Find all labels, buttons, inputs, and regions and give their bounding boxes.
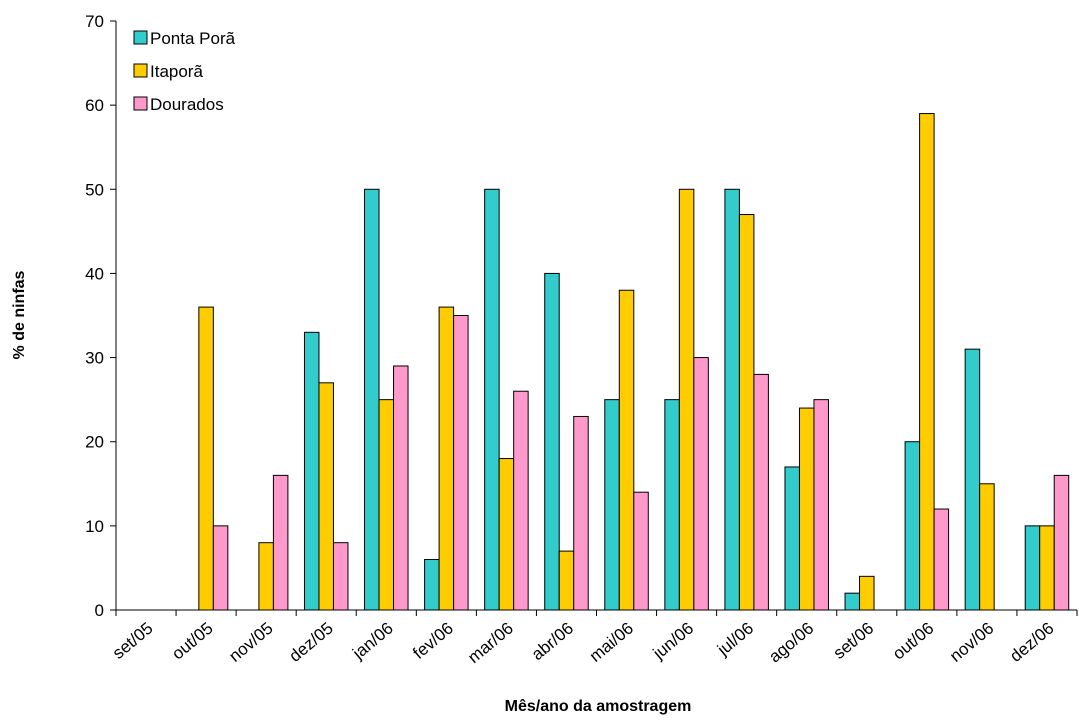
y-tick-label: 10 [85, 517, 104, 536]
legend-swatch [133, 30, 148, 45]
y-ticks: 0 10 20 30 40 50 60 70 [85, 12, 116, 620]
x-tick-label: nov/06 [946, 619, 997, 666]
bar [919, 113, 935, 611]
bar [318, 382, 334, 611]
y-tick-label: 30 [85, 349, 104, 368]
bar [904, 441, 921, 611]
bar [813, 399, 829, 611]
bar [784, 466, 800, 611]
bar [693, 357, 709, 611]
bar [1053, 474, 1070, 611]
x-tick-label: dez/06 [1006, 619, 1057, 666]
x-tick-label: ago/06 [765, 619, 817, 667]
legend-label: Ponta Porã [150, 29, 236, 48]
legend-label: Itaporã [150, 62, 203, 81]
x-ticks: set/05 out/05 nov/05 dez/05 jan/06 fev/06 mar/… [109, 610, 1078, 668]
bar [332, 542, 349, 611]
y-tick-label: 70 [85, 12, 104, 31]
legend-swatch [133, 96, 148, 111]
x-tick-label: jun/06 [649, 619, 697, 664]
bar [979, 483, 995, 611]
bar [272, 474, 289, 611]
bar [424, 559, 440, 611]
x-tick-label: set/06 [830, 619, 878, 663]
bar [453, 315, 469, 611]
bar [364, 188, 380, 611]
bar [303, 331, 320, 611]
bar [859, 575, 875, 611]
x-tick-label: dez/05 [285, 619, 336, 666]
bar [378, 399, 395, 611]
bar [513, 390, 529, 611]
bar [393, 365, 409, 611]
bar [798, 407, 815, 611]
bar [678, 188, 695, 611]
x-axis-title: Mês/ano da amostragem [505, 698, 692, 715]
bar [724, 188, 740, 611]
bar [604, 399, 620, 611]
y-tick-label: 50 [85, 180, 104, 199]
y-tick-label: 40 [85, 264, 104, 283]
bar [558, 550, 575, 611]
x-tick-label: jul/06 [713, 619, 757, 660]
bar [258, 542, 274, 611]
bar [573, 415, 589, 611]
bar [753, 373, 769, 611]
x-tick-label: out/05 [168, 619, 216, 664]
bar [933, 508, 950, 611]
bar [964, 348, 981, 611]
bar [544, 272, 560, 611]
legend-label: Dourados [150, 95, 224, 114]
x-tick-label: set/05 [109, 619, 157, 663]
bars-layer [198, 113, 1070, 611]
y-tick-label: 20 [85, 433, 104, 452]
x-tick-label: fev/06 [409, 619, 457, 663]
y-tick-label: 0 [95, 601, 104, 620]
bar [844, 592, 861, 611]
y-tick-label: 60 [85, 96, 104, 115]
bar [212, 525, 229, 611]
legend-swatch [133, 63, 148, 78]
bar [664, 399, 680, 611]
bar [1024, 525, 1041, 611]
bar [198, 306, 214, 611]
bar [484, 188, 500, 611]
x-tick-label: abr/06 [528, 619, 577, 665]
bar [438, 306, 455, 611]
x-tick-label: nov/05 [225, 619, 276, 666]
bar [633, 491, 649, 611]
bar [498, 458, 515, 611]
x-tick-label: mar/06 [464, 619, 517, 668]
x-tick-label: jan/06 [348, 619, 396, 664]
x-tick-label: out/06 [889, 619, 937, 664]
bar [618, 289, 635, 611]
bar [738, 214, 755, 611]
x-tick-label: mai/06 [586, 619, 637, 666]
bar [1039, 525, 1055, 611]
y-axis-title: % de ninfas [11, 270, 28, 359]
legend: Ponta Porã Itaporã Dourados [133, 29, 236, 114]
